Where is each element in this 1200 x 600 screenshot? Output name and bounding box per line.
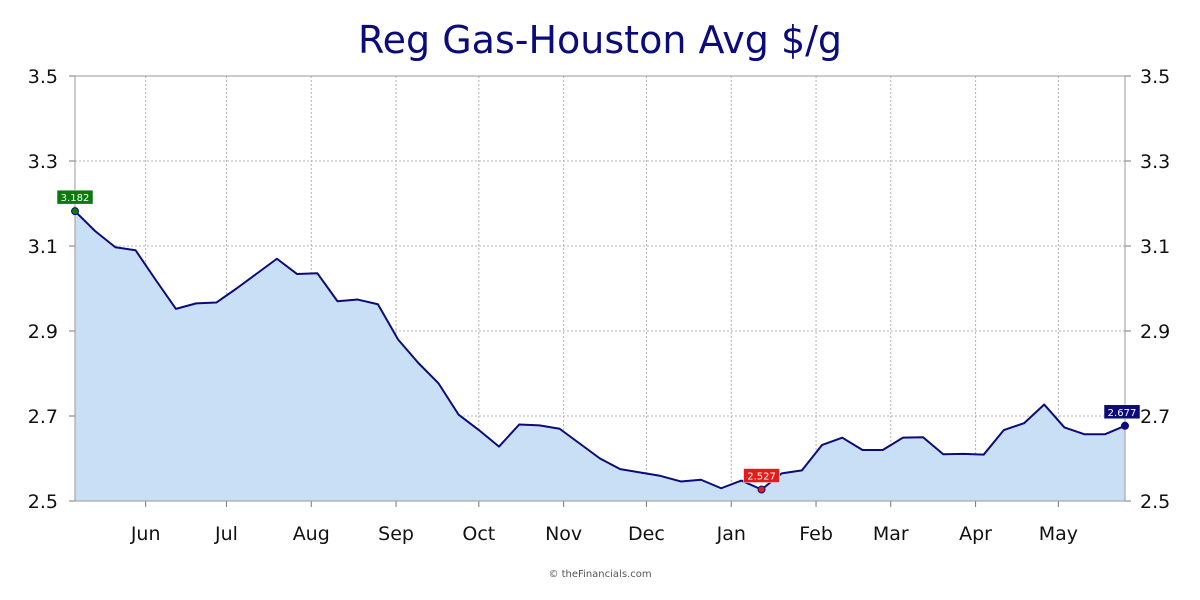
y-tick-label-left: 2.9 [28, 321, 58, 343]
y-tick-label-left: 2.7 [28, 406, 58, 428]
series-line [74, 210, 1126, 491]
x-tick-label: Sep [378, 523, 414, 545]
marker-flag [743, 468, 780, 483]
y-tick-label-left: 3.5 [28, 66, 58, 88]
x-tick-label: Jul [214, 523, 238, 545]
marker-point [757, 485, 766, 494]
x-tick-label: Apr [959, 523, 992, 545]
copyright-text: © theFinancials.com [548, 569, 652, 580]
y-tick-label-left: 2.5 [28, 491, 58, 513]
axis-layer: 2.5 2.5 2.7 2.7 2.9 2.9 3.1 3.1 3.3 3.3 3.5 3.5 Jun J… [28, 66, 1170, 545]
marker-point [71, 207, 79, 216]
x-tick-label: Jan [716, 523, 746, 545]
marker-flag [1103, 404, 1141, 420]
marker-label: 2.677 [1108, 408, 1137, 419]
y-tick-label-right: 2.7 [1140, 406, 1170, 428]
y-tick-label-right: 3.3 [1140, 151, 1170, 173]
x-tick-label: Jun [130, 523, 161, 545]
y-tick-label-left: 3.1 [28, 236, 58, 258]
chart-title: Reg Gas-Houston Avg $/g [357, 18, 843, 62]
y-tick-label-right: 3.1 [1140, 236, 1170, 258]
marker-flag [56, 189, 94, 205]
y-tick-label-right: 3.5 [1140, 66, 1170, 88]
area-layer [74, 210, 1126, 501]
plot-frame [74, 75, 1126, 502]
x-tick-label: May [1039, 523, 1078, 545]
marker-layer: 3.182 2.527 2.677 [56, 189, 1141, 494]
series-area-fill [75, 211, 1125, 501]
x-tick-label: Dec [628, 523, 665, 545]
x-tick-label: Feb [799, 523, 833, 545]
x-tick-label: Mar [873, 523, 909, 545]
x-tick-label: Nov [545, 523, 582, 545]
x-tick-label: Oct [462, 523, 495, 545]
y-tick-label-right: 2.5 [1140, 491, 1170, 513]
y-tick-label-left: 3.3 [28, 151, 58, 173]
marker-point [1121, 421, 1129, 430]
marker-label: 2.527 [747, 472, 776, 483]
marker-label: 3.182 [61, 193, 90, 204]
y-tick-label-right: 2.9 [1140, 321, 1170, 343]
x-tick-label: Aug [293, 523, 330, 545]
